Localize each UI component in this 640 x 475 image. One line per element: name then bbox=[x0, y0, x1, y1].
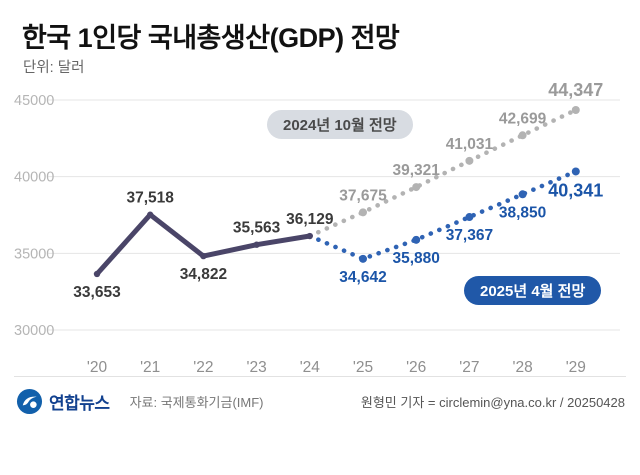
series-line-forecast-oct-2024 bbox=[307, 107, 579, 239]
value-label-forecast-oct-2024: 39,321 bbox=[392, 162, 440, 179]
value-label-actual: 34,822 bbox=[180, 266, 227, 283]
value-label-forecast-apr-2025: 37,367 bbox=[446, 227, 493, 244]
value-label-forecast-apr-2025: 35,880 bbox=[392, 250, 439, 267]
x-axis-tick-label: '20 bbox=[87, 359, 108, 376]
data-point-forecast-oct-2024 bbox=[571, 106, 580, 115]
data-point-actual bbox=[306, 232, 313, 240]
footer-divider bbox=[14, 376, 626, 377]
forecast-apr-2025-badge: 2025년 4월 전망 bbox=[464, 276, 602, 305]
x-axis-tick-label: '28 bbox=[512, 359, 532, 376]
data-point-actual bbox=[93, 270, 101, 278]
x-axis-tick-label: '22 bbox=[193, 359, 213, 376]
x-axis-tick-label: '24 bbox=[300, 359, 321, 376]
y-axis-tick-label: 30000 bbox=[14, 323, 54, 339]
value-label-actual: 35,563 bbox=[233, 220, 281, 237]
data-point-actual bbox=[200, 252, 207, 260]
series-line-forecast-apr-2025 bbox=[307, 169, 579, 262]
forecast-oct-2024-badge: 2024년 10월 전망 bbox=[267, 110, 413, 139]
value-label-forecast-oct-2024: 37,675 bbox=[339, 187, 387, 204]
y-axis-tick-label: 35000 bbox=[14, 246, 54, 262]
x-axis-tick-label: '25 bbox=[353, 359, 373, 376]
source-text: 자료: 국제통화기금(IMF) bbox=[129, 394, 264, 410]
data-point-forecast-apr-2025 bbox=[359, 254, 367, 263]
x-axis-tick-label: '23 bbox=[246, 359, 266, 376]
chart-title: 한국 1인당 국내총생산(GDP) 전망 bbox=[22, 23, 400, 53]
data-point-forecast-oct-2024 bbox=[412, 183, 421, 192]
value-label-actual: 37,518 bbox=[126, 190, 174, 207]
x-axis-tick-label: '21 bbox=[140, 359, 160, 376]
data-point-forecast-oct-2024 bbox=[518, 131, 527, 140]
data-point-forecast-apr-2025 bbox=[412, 235, 421, 244]
data-point-forecast-oct-2024 bbox=[359, 208, 367, 217]
value-label-forecast-oct-2024: 44,347 bbox=[548, 80, 603, 100]
x-axis-tick-label: '27 bbox=[459, 359, 479, 376]
credit-text: 원형민 기자 = circlemin@yna.co.kr / 20250428 bbox=[360, 394, 625, 410]
yonhap-logo: 연합뉴스 bbox=[16, 388, 110, 415]
y-axis-tick-label: 40000 bbox=[14, 170, 54, 186]
x-axis-tick-label: '26 bbox=[406, 359, 426, 376]
data-point-forecast-apr-2025 bbox=[571, 167, 580, 176]
y-axis-tick-label: 45000 bbox=[14, 93, 54, 109]
value-label-actual: 33,653 bbox=[73, 284, 121, 301]
value-label-forecast-oct-2024: 42,699 bbox=[499, 110, 547, 127]
data-point-forecast-oct-2024 bbox=[465, 156, 474, 165]
data-point-actual bbox=[147, 211, 154, 218]
value-label-forecast-apr-2025: 40,341 bbox=[548, 180, 603, 200]
value-label-forecast-oct-2024: 41,031 bbox=[446, 136, 494, 153]
value-label-forecast-apr-2025: 34,642 bbox=[339, 269, 386, 286]
value-label-actual: 36,129 bbox=[286, 211, 334, 228]
yonhap-logo-icon bbox=[16, 388, 43, 414]
data-point-forecast-apr-2025 bbox=[518, 190, 527, 199]
x-axis-tick-label: '29 bbox=[566, 359, 586, 376]
unit-label: 단위: 달러 bbox=[23, 60, 85, 76]
footer: 연합뉴스 자료: 국제통화기금(IMF) 원형민 기자 = circlemin@… bbox=[16, 385, 625, 417]
data-point-actual bbox=[253, 241, 260, 248]
yonhap-logo-text: 연합뉴스 bbox=[49, 393, 110, 413]
data-point-forecast-apr-2025 bbox=[465, 213, 474, 222]
value-label-forecast-apr-2025: 38,850 bbox=[499, 204, 546, 221]
